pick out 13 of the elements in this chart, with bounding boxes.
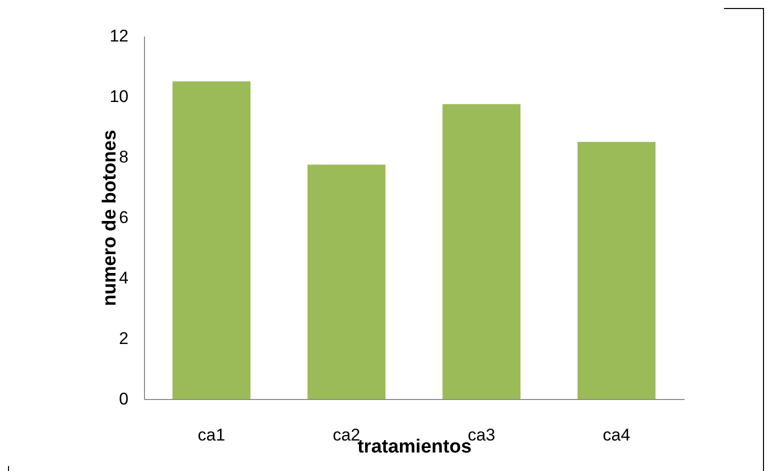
y-tick-label: 8 [119,148,128,166]
y-tick-label: 6 [119,208,128,227]
y-tick-label: 10 [110,87,128,106]
x-tick-label: ca4 [602,426,630,444]
y-tick-label: 2 [119,329,128,348]
y-tick-label: 12 [110,26,128,46]
bar [172,81,250,399]
bar [442,104,520,399]
y-tick-label: 4 [119,268,128,288]
bar [578,142,656,399]
bar [308,164,386,399]
x-tick-label: ca1 [198,426,226,444]
y-tick-label: 0 [119,390,128,408]
